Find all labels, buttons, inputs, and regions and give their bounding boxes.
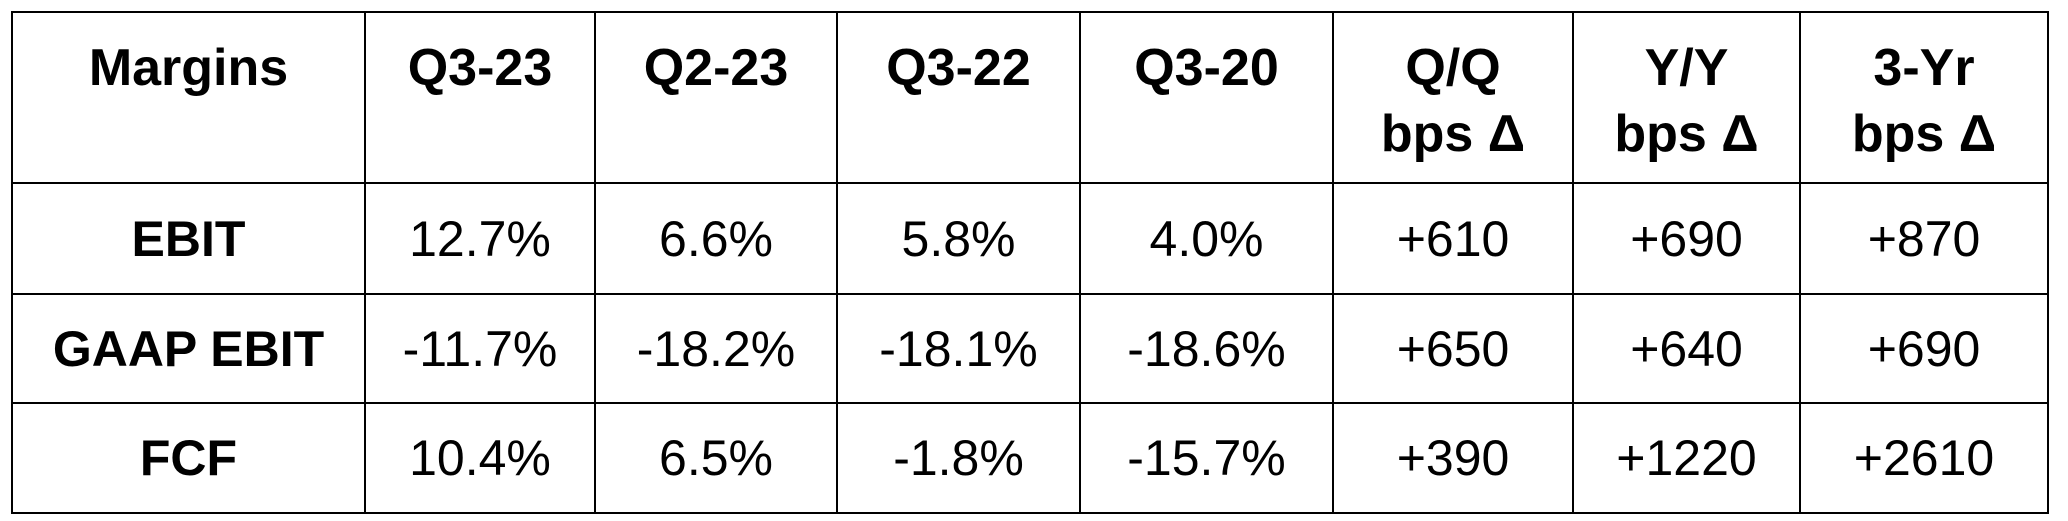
header-text: Q2-23: [643, 39, 789, 97]
table-cell: -15.7%: [1079, 402, 1334, 514]
table-cell: 6.5%: [594, 402, 838, 514]
header-text: bps Δ: [1614, 105, 1759, 163]
table-row: GAAP EBIT -11.7% -18.2% -18.1% -18.6% +650 +64…: [11, 293, 2049, 404]
row-label: FCF: [11, 402, 366, 514]
header-text: Q3-23: [407, 39, 553, 97]
header-cell: Q3-23: [364, 11, 596, 184]
header-text: 3-Yr: [1873, 39, 1975, 97]
table-cell: 10.4%: [364, 402, 596, 514]
table-cell: +650: [1332, 293, 1574, 404]
table-cell: 4.0%: [1079, 182, 1334, 295]
header-text: Margins: [88, 39, 289, 97]
row-label: EBIT: [11, 182, 366, 295]
table-cell: -1.8%: [836, 402, 1081, 514]
header-text: Q/Q: [1405, 39, 1501, 97]
margins-table: Margins Q3-23 Q2-23 Q3-22 Q3-20 Q/Q bps Δ Y/Y bp…: [11, 11, 2049, 514]
table-cell: +1220: [1572, 402, 1801, 514]
table-cell: +690: [1572, 182, 1801, 295]
header-cell: Q2-23: [594, 11, 838, 184]
header-text: Q3-20: [1134, 39, 1279, 97]
table-cell: +610: [1332, 182, 1574, 295]
header-text: bps Δ: [1380, 105, 1526, 163]
table-cell: 5.8%: [836, 182, 1081, 295]
table-cell: 12.7%: [364, 182, 596, 295]
header-cell: Margins: [11, 11, 366, 184]
header-cell: Q3-22: [836, 11, 1081, 184]
header-text: Q3-22: [886, 39, 1031, 97]
table-row: EBIT 12.7% 6.6% 5.8% 4.0% +610 +690 +870: [11, 182, 2049, 295]
header-row: Margins Q3-23 Q2-23 Q3-22 Q3-20 Q/Q bps Δ Y/Y bp…: [11, 11, 2049, 184]
table-cell: +690: [1799, 293, 2049, 404]
table-cell: -18.1%: [836, 293, 1081, 404]
header-cell: Y/Y bps Δ: [1572, 11, 1801, 184]
table-cell: -18.6%: [1079, 293, 1334, 404]
table-cell: 6.6%: [594, 182, 838, 295]
table-cell: -18.2%: [594, 293, 838, 404]
table-row: FCF 10.4% 6.5% -1.8% -15.7% +390 +1220 +2610: [11, 402, 2049, 514]
table-cell: -11.7%: [364, 293, 596, 404]
header-text: Y/Y: [1644, 39, 1729, 97]
table-cell: +640: [1572, 293, 1801, 404]
header-cell: Q3-20: [1079, 11, 1334, 184]
header-cell: 3-Yr bps Δ: [1799, 11, 2049, 184]
table-cell: +390: [1332, 402, 1574, 514]
table-cell: +2610: [1799, 402, 2049, 514]
table-body: EBIT 12.7% 6.6% 5.8% 4.0% +610 +690 +870 GAAP EB…: [11, 182, 2049, 514]
row-label: GAAP EBIT: [11, 293, 366, 404]
table-cell: +870: [1799, 182, 2049, 295]
header-text: bps Δ: [1851, 105, 1997, 163]
header-cell: Q/Q bps Δ: [1332, 11, 1574, 184]
